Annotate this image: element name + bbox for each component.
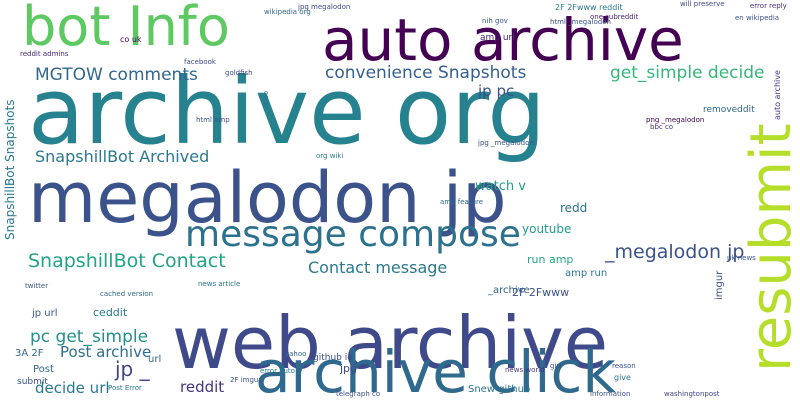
- word: telegraph co: [336, 390, 380, 398]
- word: will preserve: [680, 0, 725, 8]
- word: jp _: [114, 357, 151, 381]
- word: error auto: [260, 367, 295, 375]
- word: wikipedia org: [264, 8, 311, 16]
- word: en wikipedia: [735, 14, 779, 22]
- word: MGTOW comments: [35, 65, 198, 85]
- word: 2F 2Fwww: [512, 286, 569, 299]
- word: archive click: [255, 338, 616, 400]
- word: removeddit: [703, 105, 755, 115]
- word: pc get_simple: [30, 327, 148, 347]
- word: SnapshillBot Contact: [28, 250, 226, 272]
- word: _megalodon jp: [604, 241, 744, 263]
- word: _archive: [487, 285, 530, 296]
- word: html _megalodon: [550, 18, 611, 26]
- word: jp url: [31, 308, 58, 319]
- word: news world: [505, 366, 545, 374]
- word: jpg megalodon: [297, 3, 350, 11]
- word: archive org: [28, 58, 546, 165]
- word: uk news: [727, 254, 756, 262]
- word: org wiki: [316, 152, 343, 160]
- word: video: [262, 91, 270, 110]
- word: 3A 2F: [15, 348, 44, 359]
- word: bbc co: [650, 123, 673, 131]
- word: redd: [560, 201, 587, 215]
- word: github io: [313, 353, 353, 363]
- word: decide url: [35, 379, 110, 397]
- word: reddit admins: [20, 50, 69, 58]
- word: Snew github: [468, 384, 530, 395]
- word: goldfish: [225, 69, 253, 77]
- word: 2F 2Fwww reddit: [555, 3, 623, 12]
- word: run amp: [527, 253, 573, 266]
- word: get_simple decide: [610, 63, 765, 83]
- word: cached version: [100, 290, 153, 298]
- word: submit: [17, 377, 48, 387]
- word: co uk: [120, 35, 142, 44]
- word: Post archive: [60, 343, 151, 361]
- word: give: [614, 373, 631, 382]
- word: convenience Snapshots: [325, 63, 526, 83]
- word: jp pc: [477, 82, 514, 100]
- word: resubmit: [739, 123, 800, 372]
- word: youtube: [522, 222, 571, 236]
- word: imgur: [714, 270, 725, 300]
- word: auto archive: [773, 70, 782, 120]
- word: twitter: [25, 282, 48, 290]
- word: reddit: [180, 378, 224, 396]
- word: jpg _megalodon: [477, 139, 534, 147]
- word: one subreddit: [590, 13, 639, 21]
- word: washingtonpost: [664, 390, 720, 398]
- word: auto archive: [322, 6, 684, 74]
- word: nih gov: [482, 17, 508, 25]
- word: html amp: [196, 116, 230, 124]
- word: megalodon jp: [28, 157, 507, 239]
- word: message compose: [185, 214, 521, 255]
- word: Post Error: [108, 384, 142, 392]
- word: 2F imgur: [230, 376, 261, 384]
- word: amp run: [565, 268, 607, 279]
- word: web archive: [172, 301, 608, 385]
- word: bot Info: [22, 0, 230, 58]
- word: watch v: [475, 179, 526, 194]
- word: jpg: [339, 362, 357, 375]
- word: facebook: [184, 58, 217, 66]
- word: png _megalodon: [646, 116, 704, 124]
- word: information: [590, 390, 630, 398]
- word: Post: [33, 364, 54, 375]
- word: ceddit: [93, 306, 128, 319]
- word: Contact message: [308, 258, 447, 277]
- word: SnapshillBot Archived: [35, 147, 209, 166]
- word: amp feature: [440, 198, 483, 206]
- word: girl: [550, 362, 561, 370]
- word: yahoo: [285, 350, 306, 358]
- word: error reply: [750, 2, 787, 10]
- word: url: [148, 354, 161, 365]
- word: news article: [198, 280, 240, 288]
- word: SnapshillBot Snapshots: [3, 100, 17, 241]
- word: reason: [612, 362, 636, 370]
- word: amp url: [480, 33, 515, 43]
